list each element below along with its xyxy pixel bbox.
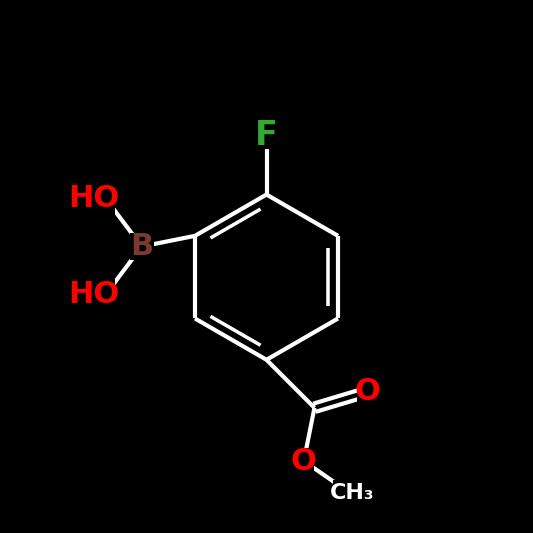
Bar xyxy=(72,278,115,310)
Text: HO: HO xyxy=(68,184,119,213)
Bar xyxy=(357,378,378,405)
Bar xyxy=(333,480,370,506)
Text: HO: HO xyxy=(68,280,119,309)
Text: B: B xyxy=(130,232,153,261)
Text: O: O xyxy=(291,447,317,475)
Text: CH₃: CH₃ xyxy=(329,483,374,503)
Bar xyxy=(130,233,154,260)
Text: O: O xyxy=(355,377,381,406)
Bar xyxy=(255,123,278,149)
Text: F: F xyxy=(255,119,278,152)
Bar xyxy=(293,448,314,474)
Bar xyxy=(72,182,115,215)
